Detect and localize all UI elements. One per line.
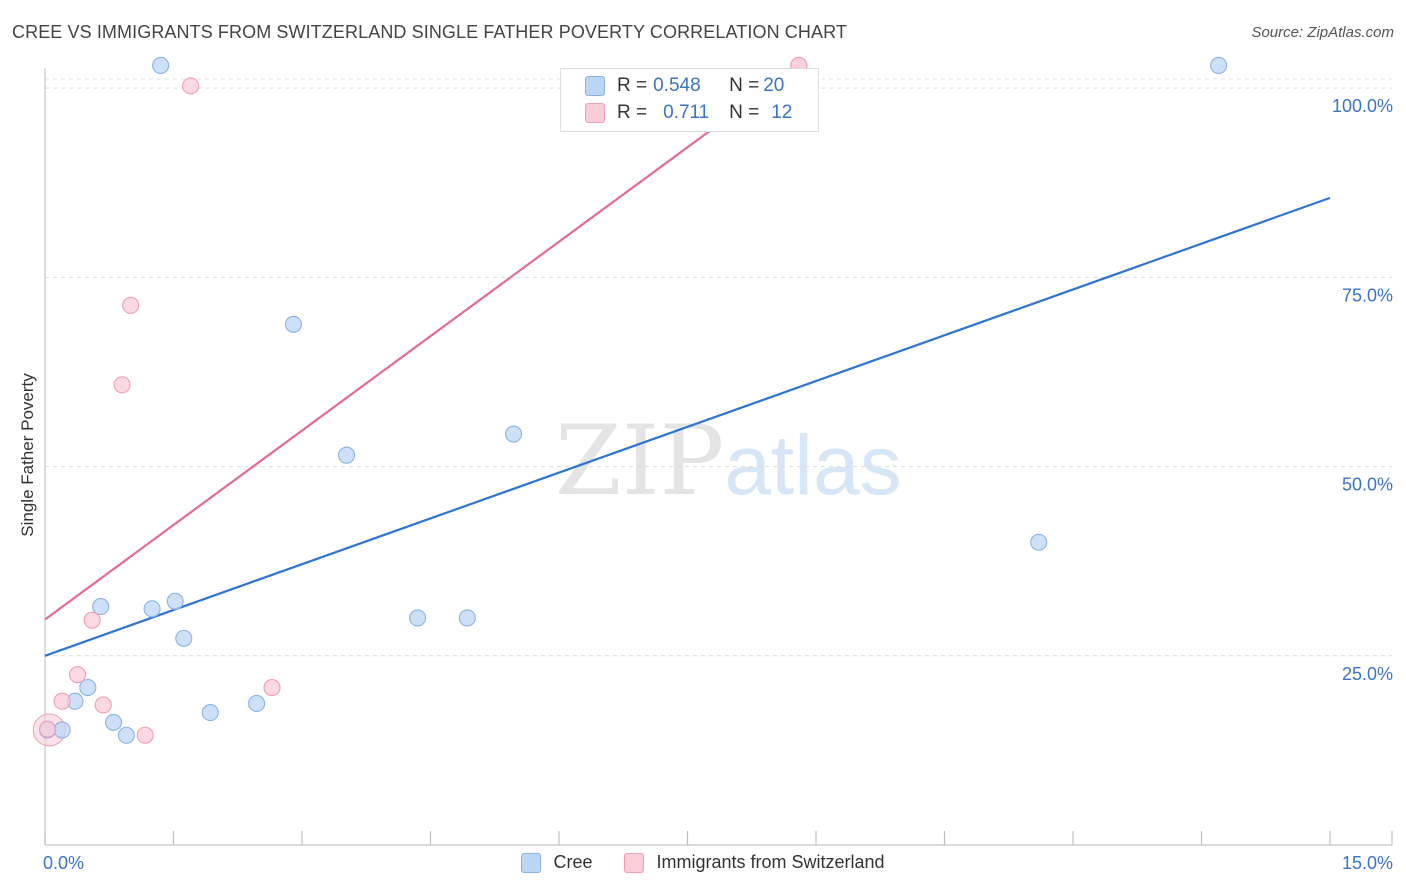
legend-row-cree: R = 0.548 N = 20 <box>585 73 784 99</box>
cree-point <box>92 598 110 616</box>
swiss-point <box>136 726 154 744</box>
cree-point <box>337 446 356 464</box>
tick-labels: 25.0% 50.0% 75.0% 100.0% 0.0% 15.0% <box>43 96 1393 873</box>
legend-row-swiss: R = 0.711 N = 12 <box>585 100 792 126</box>
watermark-atlas: atlas <box>724 418 902 512</box>
n-value: 20 <box>763 75 785 96</box>
legend-label-cree: Cree <box>553 852 593 872</box>
r-value: 0.548 <box>653 75 701 96</box>
legend-label-swiss: Immigrants from Switzerland <box>656 852 885 872</box>
y-tick-label: 75.0% <box>1342 285 1393 305</box>
cree-point <box>1030 533 1048 551</box>
swiss-point <box>182 77 200 95</box>
cree-swatch <box>521 852 542 873</box>
cree-point <box>201 703 219 722</box>
cree-point <box>409 609 427 627</box>
n-value: 12 <box>771 102 793 123</box>
cree-point <box>284 315 302 333</box>
x-tick-label: 0.0% <box>43 853 84 873</box>
series-legend: Cree Immigrants from Switzerland <box>0 852 1406 873</box>
swiss-point <box>94 696 112 714</box>
cree-point <box>458 609 476 627</box>
data-points <box>32 56 1228 747</box>
swiss-point <box>263 679 281 697</box>
n-label: N = <box>729 75 760 96</box>
y-tick-label: 50.0% <box>1342 475 1393 495</box>
cree-point <box>1210 56 1228 74</box>
legend-item-swiss[interactable]: Immigrants from Switzerland <box>624 852 885 873</box>
x-tick-label: 15.0% <box>1342 853 1393 873</box>
grid-lines <box>45 78 1392 657</box>
cree-point <box>53 721 71 739</box>
r-label: R = <box>617 102 648 123</box>
swiss-point <box>122 296 140 314</box>
cree-point <box>79 679 97 697</box>
y-tick-label: 25.0% <box>1342 664 1393 684</box>
swiss-point <box>83 611 101 629</box>
cree-point <box>143 600 161 618</box>
swiss-swatch <box>624 852 645 873</box>
axes <box>44 68 1393 846</box>
cree-trend-line <box>44 196 1331 657</box>
stats-legend: R = 0.548 N = 20 R = 0.711 N = 12 <box>560 68 819 132</box>
n-label: N = <box>729 102 760 123</box>
cree-point <box>248 694 266 713</box>
swiss-swatch <box>585 103 605 123</box>
y-axis-label: Single Father Poverty <box>18 373 37 537</box>
r-label: R = <box>617 75 648 96</box>
r-value: 0.711 <box>663 102 710 123</box>
cree-point <box>166 592 184 610</box>
cree-point <box>117 726 135 744</box>
y-tick-label: 100.0% <box>1332 96 1393 116</box>
swiss-point <box>53 692 71 710</box>
cree-point <box>505 425 523 443</box>
swiss-point <box>39 720 57 738</box>
cree-point <box>104 713 123 731</box>
trend-lines <box>44 64 1331 657</box>
swiss-trend-line <box>44 64 800 621</box>
cree-point <box>152 56 170 74</box>
source-label: Source: ZipAtlas.com <box>1251 24 1394 41</box>
chart-title: CREE VS IMMIGRANTS FROM SWITZERLAND SING… <box>12 22 847 42</box>
legend-item-cree[interactable]: Cree <box>521 852 592 873</box>
swiss-point <box>113 376 131 394</box>
cree-point <box>175 629 193 647</box>
swiss-point <box>69 666 87 684</box>
cree-swatch <box>585 76 605 96</box>
